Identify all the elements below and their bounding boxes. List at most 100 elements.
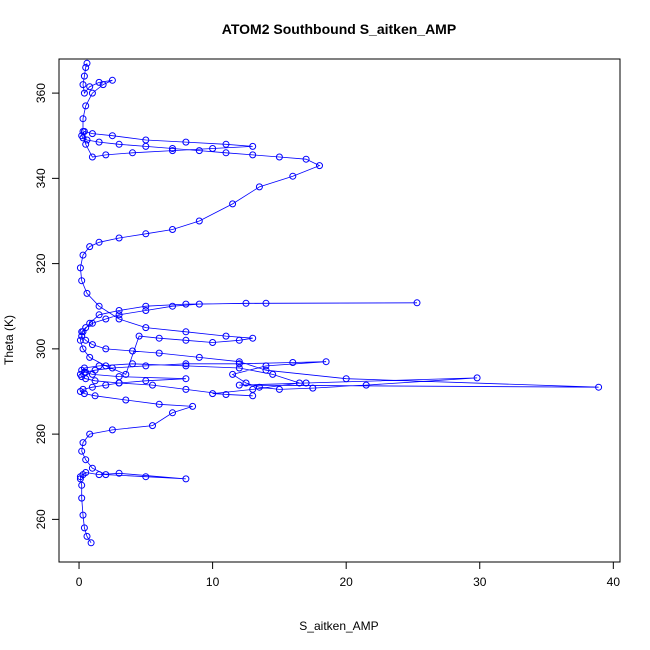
data-point: [102, 345, 110, 353]
data-point: [87, 539, 95, 547]
y-axis-label: Theta (K): [2, 315, 16, 365]
data-point: [78, 481, 86, 489]
y-tick-label: 280: [34, 424, 48, 444]
data-point: [115, 234, 123, 242]
data-point: [76, 370, 84, 378]
x-axis-label: S_aitken_AMP: [299, 619, 378, 633]
data-point: [79, 345, 87, 353]
data-point: [222, 391, 230, 398]
x-tick-label: 0: [76, 575, 83, 589]
y-tick-label: 340: [34, 168, 48, 188]
data-point: [182, 475, 190, 483]
data-point: [413, 299, 421, 307]
data-point: [142, 136, 150, 144]
data-point: [362, 381, 370, 389]
data-point: [99, 81, 107, 89]
data-point: [102, 381, 110, 389]
data-point: [95, 311, 103, 319]
data-point: [255, 383, 263, 391]
data-point: [91, 377, 99, 385]
data-point: [342, 375, 350, 383]
data-point: [108, 426, 116, 434]
data-point: [88, 319, 96, 327]
data-point: [115, 307, 123, 314]
data-point: [195, 217, 203, 225]
data-point: [262, 299, 270, 307]
data-point: [242, 379, 250, 387]
data-point: [82, 64, 90, 71]
data-point: [102, 315, 110, 323]
data-point: [95, 138, 103, 146]
data-point: [115, 315, 123, 323]
data-point: [82, 336, 90, 344]
data-point: [95, 302, 103, 310]
data-point: [473, 374, 481, 382]
data-point: [95, 362, 103, 370]
x-tick-label: 40: [607, 575, 621, 589]
data-point: [595, 383, 603, 391]
data-point: [235, 358, 243, 366]
data-point: [82, 456, 90, 464]
data-point: [249, 334, 257, 342]
data-point: [182, 385, 190, 393]
data-point: [182, 360, 190, 368]
data-point: [86, 430, 94, 438]
data-point: [302, 379, 310, 387]
data-point: [255, 183, 263, 191]
data-point: [88, 383, 96, 391]
data-point: [235, 336, 243, 344]
data-point: [122, 370, 130, 378]
data-point: [91, 392, 99, 400]
data-point: [115, 311, 123, 319]
data-point: [82, 375, 90, 383]
data-point: [79, 439, 87, 447]
data-point: [309, 384, 317, 392]
data-point: [222, 149, 230, 157]
data-point: [83, 532, 91, 540]
data-point: [80, 72, 88, 80]
data-point: [209, 339, 217, 346]
data-point: [142, 302, 150, 310]
data-point: [262, 362, 270, 370]
data-point: [149, 381, 156, 389]
data-point: [129, 360, 136, 368]
data-point: [115, 469, 123, 477]
data-point: [316, 162, 323, 170]
x-tick-label: 10: [206, 575, 220, 589]
data-point: [78, 277, 86, 285]
data-point: [195, 147, 203, 155]
data-point: [182, 328, 190, 336]
data-point: [79, 385, 87, 393]
data-point: [249, 142, 257, 150]
data-point: [129, 347, 136, 355]
data-point: [88, 153, 96, 161]
data-point: [122, 396, 130, 404]
data-point: [169, 302, 176, 310]
data-point: [80, 364, 88, 372]
data-point: [83, 136, 91, 144]
data-point: [102, 362, 110, 370]
data-point: [79, 115, 87, 123]
data-point: [169, 145, 176, 152]
data-point: [82, 140, 90, 148]
data-point: [79, 128, 87, 135]
data-point: [229, 200, 237, 208]
data-point: [222, 140, 230, 148]
series-line: [79, 63, 599, 544]
data-point: [222, 332, 230, 340]
data-point: [82, 469, 90, 476]
data-point: [108, 132, 116, 140]
x-tick-label: 30: [473, 575, 487, 589]
data-point: [95, 78, 103, 86]
data-point: [80, 390, 88, 398]
data-point: [76, 264, 84, 272]
data-point: [95, 238, 103, 246]
data-point: [302, 155, 310, 163]
data-point: [182, 375, 190, 383]
data-point: [86, 83, 94, 91]
data-point: [295, 379, 303, 387]
data-point: [86, 353, 94, 361]
data-point: [209, 390, 217, 398]
data-point: [169, 147, 176, 155]
data-point: [88, 464, 96, 472]
